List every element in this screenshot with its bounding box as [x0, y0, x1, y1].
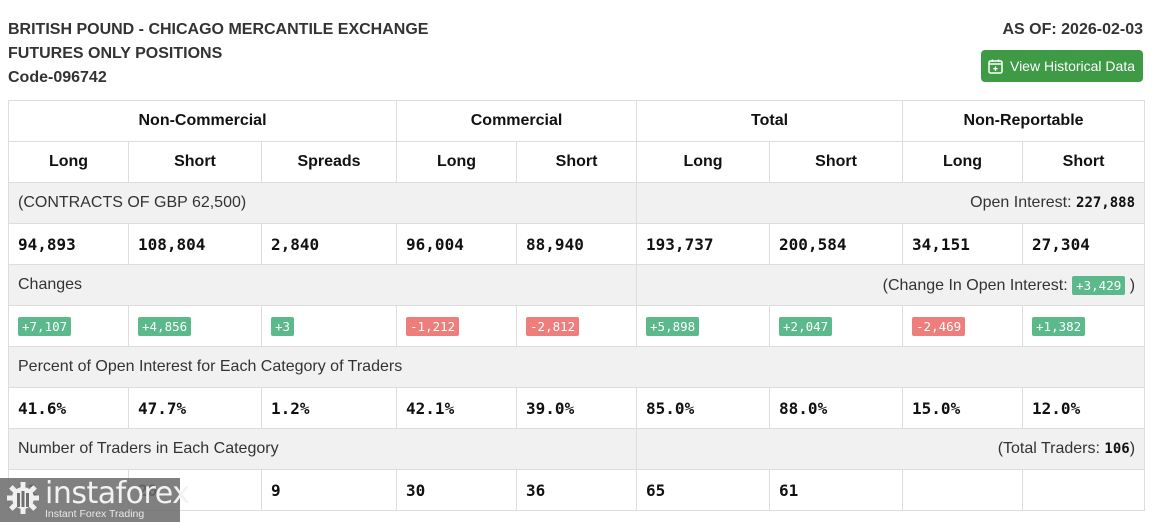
- view-historical-data-label: View Historical Data: [1009, 58, 1135, 74]
- col-noncomm-spreads: Spreads: [260, 141, 398, 183]
- percent-value: 1.2%: [260, 387, 398, 429]
- column-header-row: Long Short Spreads Long Short Long Short…: [8, 141, 1146, 183]
- change-open-interest: (Change In Open Interest: +3,429 ): [636, 264, 1146, 306]
- traders-value: [1022, 469, 1146, 511]
- position-value: 200,584: [769, 223, 904, 265]
- change-cell: -1,212: [396, 305, 518, 347]
- position-value: 108,804: [128, 223, 262, 265]
- open-interest-value: 227,888: [1076, 195, 1136, 211]
- percent-value: 42.1%: [396, 387, 518, 429]
- watermark-text: instaforex Instant Forex Trading: [45, 476, 190, 521]
- percent-value: 85.0%: [636, 387, 771, 429]
- traders-row: 31 20 9 30 36 65 61: [8, 469, 1146, 511]
- traders-band-row: Number of Traders in Each Category (Tota…: [7, 428, 1146, 470]
- total-traders: (Total Traders: 106): [636, 428, 1146, 470]
- traders-value: 65: [636, 469, 771, 511]
- total-traders-label: (Total Traders:: [997, 440, 1100, 457]
- changes-label: Changes: [7, 264, 638, 306]
- report-meta: AS OF: 2026-02-03 View Historical Data: [980, 18, 1143, 82]
- percent-value: 15.0%: [902, 387, 1024, 429]
- position-value: 34,151: [902, 223, 1024, 265]
- watermark-tagline: Instant Forex Trading: [45, 508, 145, 521]
- change-badge: +2,047: [779, 316, 833, 336]
- col-noncomm-short: Short: [128, 141, 262, 183]
- positions-row: 94,893 108,804 2,840 96,004 88,940 193,7…: [8, 223, 1146, 265]
- col-total-long: Long: [636, 141, 771, 183]
- title-line-1: BRITISH POUND - CHICAGO MERCANTILE EXCHA…: [8, 21, 429, 38]
- group-header-row: Non-Commercial Commercial Total Non-Repo…: [7, 100, 1146, 142]
- change-cell: +4,856: [128, 305, 262, 347]
- percent-band-row: Percent of Open Interest for Each Catego…: [7, 346, 1146, 388]
- col-comm-short: Short: [516, 141, 638, 183]
- traders-label: Number of Traders in Each Category: [7, 428, 638, 470]
- position-value: 27,304: [1022, 223, 1146, 265]
- change-cell: +7,107: [8, 305, 129, 347]
- change-cell: +3: [260, 305, 398, 347]
- changes-row: +7,107 +4,856 +3 -1,212 -2,812 +5,898 +2…: [8, 305, 1146, 347]
- traders-value: 30: [396, 469, 518, 511]
- change-oi-badge: +3,429: [1072, 275, 1126, 295]
- col-comm-long: Long: [396, 141, 518, 183]
- traders-value: 61: [769, 469, 904, 511]
- percent-value: 88.0%: [769, 387, 904, 429]
- col-noncomm-long: Long: [8, 141, 129, 183]
- change-badge: +4,856: [138, 316, 192, 336]
- position-value: 88,940: [516, 223, 638, 265]
- total-traders-suffix: ): [1129, 440, 1136, 457]
- group-non-commercial: Non-Commercial: [7, 100, 398, 142]
- col-total-short: Short: [769, 141, 904, 183]
- position-value: 96,004: [396, 223, 518, 265]
- change-badge: -2,469: [912, 316, 966, 336]
- instaforex-watermark: instaforex Instant Forex Trading: [0, 478, 190, 522]
- position-value: 193,737: [636, 223, 771, 265]
- change-cell: -2,812: [516, 305, 638, 347]
- change-oi-suffix: ): [1129, 276, 1136, 294]
- change-badge: +7,107: [18, 316, 72, 336]
- change-badge: +3: [271, 316, 295, 336]
- open-interest: Open Interest: 227,888: [636, 182, 1146, 224]
- percent-value: 41.6%: [8, 387, 129, 429]
- traders-value: 36: [516, 469, 638, 511]
- report-title: BRITISH POUND - CHICAGO MERCANTILE EXCHA…: [8, 18, 428, 90]
- as-of-date: AS OF: 2026-02-03: [1002, 21, 1143, 38]
- title-line-2: FUTURES ONLY POSITIONS: [8, 45, 223, 62]
- traders-value: [902, 469, 1024, 511]
- calendar-plus-icon: [988, 59, 1003, 74]
- contracts-label: (CONTRACTS OF GBP 62,500): [7, 182, 638, 224]
- total-traders-value: 106: [1104, 441, 1130, 457]
- cot-positions-table: Non-Commercial Commercial Total Non-Repo…: [7, 100, 1146, 511]
- percent-row: 41.6% 47.7% 1.2% 42.1% 39.0% 85.0% 88.0%…: [8, 387, 1146, 429]
- change-cell: +1,382: [1022, 305, 1146, 347]
- percent-label: Percent of Open Interest for Each Catego…: [7, 346, 1146, 388]
- change-badge: -1,212: [406, 316, 460, 336]
- group-total: Total: [636, 100, 904, 142]
- traders-value: 9: [260, 469, 398, 511]
- watermark-brand: instaforex: [45, 476, 190, 512]
- change-badge: -2,812: [526, 316, 580, 336]
- change-oi-label: (Change In Open Interest:: [882, 276, 1068, 294]
- gear-logo-icon: [6, 481, 40, 520]
- view-historical-data-button[interactable]: View Historical Data: [980, 50, 1143, 82]
- percent-value: 12.0%: [1022, 387, 1146, 429]
- change-cell: +2,047: [769, 305, 904, 347]
- contracts-band-row: (CONTRACTS OF GBP 62,500) Open Interest:…: [7, 182, 1146, 224]
- group-commercial: Commercial: [396, 100, 638, 142]
- contract-code: Code-096742: [8, 69, 107, 86]
- change-badge: +5,898: [646, 316, 700, 336]
- group-non-reportable: Non-Reportable: [902, 100, 1146, 142]
- percent-value: 47.7%: [128, 387, 262, 429]
- change-badge: +1,382: [1032, 316, 1086, 336]
- position-value: 94,893: [8, 223, 129, 265]
- changes-band-row: Changes (Change In Open Interest: +3,429…: [7, 264, 1146, 306]
- col-nonrep-long: Long: [902, 141, 1024, 183]
- open-interest-label: Open Interest:: [970, 194, 1072, 211]
- change-cell: +5,898: [636, 305, 771, 347]
- change-cell: -2,469: [902, 305, 1024, 347]
- position-value: 2,840: [260, 223, 398, 265]
- col-nonrep-short: Short: [1022, 141, 1146, 183]
- percent-value: 39.0%: [516, 387, 638, 429]
